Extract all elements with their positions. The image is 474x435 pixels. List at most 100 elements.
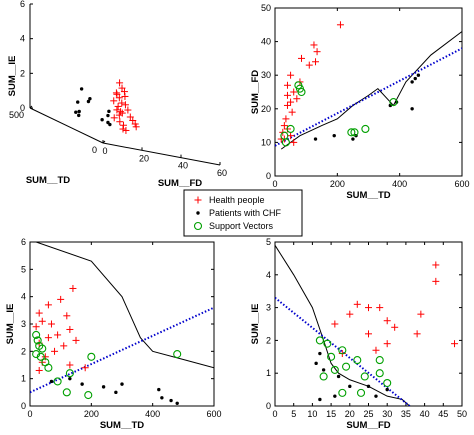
x-tick-label: 45 [438,409,448,419]
chf-point [157,387,161,392]
support-vector [32,330,41,339]
chf-point [77,109,81,114]
health-point [310,41,318,49]
x-tick-label: 20 [345,409,355,419]
plot-area [274,7,463,177]
health-point [372,346,380,354]
support-vector [356,388,366,397]
z-tick-label: 2 [20,68,25,78]
health-point [391,323,399,331]
x-tick-label: 0 [272,179,277,189]
legend-dot-marker [196,211,200,215]
plot-area [274,241,463,407]
support-vector [44,363,53,372]
health-point [293,95,301,103]
y-tick-label: 30 [261,70,271,80]
y-axis-label: SUM__IE [250,304,261,345]
z-tick-label: 6 [20,0,25,9]
health-point [432,261,440,269]
x-axis-label: SUM__TD [100,420,144,431]
chf-point [336,374,341,379]
health-point [118,109,126,117]
health-point [66,361,74,369]
health-point [336,21,344,29]
series-health-point [32,284,89,374]
support-vector [36,352,45,361]
x-tick-label: 40 [420,409,430,419]
health-point [44,334,52,342]
series-chf-point [314,351,389,402]
series-health-point [331,261,459,358]
support-vector [327,352,336,361]
panel-fd-vs-td: 0 200 400 600 0 10 20 30 40 50 SUM__TD SUM__FD [250,3,470,201]
chf-point [318,351,322,356]
health-point [47,320,55,328]
y-tick-label: 0 [102,146,107,156]
chf-point [80,382,84,386]
health-point [287,98,295,106]
y-tick-label: 2 [21,346,26,356]
health-point [331,320,339,328]
support-vector [361,124,370,134]
x-tick-label: 25 [363,409,373,419]
health-point [118,99,126,107]
y-tick-label: 3 [21,319,26,329]
health-point [114,102,122,110]
y-tick-label: 2 [266,335,271,345]
legend-entry-chf: Patients with CHF [196,208,282,218]
plot-content [275,21,462,150]
x-tick-label: 600 [206,409,221,419]
y-tick-label: 50 [261,3,271,13]
legend-entry-health: Health people [194,195,265,205]
support-vector [347,128,356,137]
health-point [51,347,59,355]
chf-point [366,384,371,389]
health-point [365,304,372,312]
health-point [451,340,459,348]
legend-label-sv: Support Vectors [209,221,274,231]
y-tick-label: 0 [21,401,26,411]
y-tick-label: 40 [261,37,271,47]
support-vector [319,372,328,381]
health-point [44,301,52,309]
health-point [132,123,140,131]
y-axis-label: SUM__FD [158,178,202,189]
support-vector [87,352,96,361]
health-point [305,61,313,69]
chf-point [348,384,352,389]
y-tick-label: 4 [266,270,271,280]
health-point [290,138,298,146]
chf-point [68,376,72,381]
x-tick-label: 0 [272,409,277,419]
health-point [383,340,391,348]
health-point [283,91,291,99]
y-tick-label: 20 [261,104,271,114]
x-tick-label: 400 [392,179,407,189]
support-vector [297,87,306,97]
series-support-vector [32,330,182,400]
chf-point [160,396,164,400]
chf-point [86,99,91,104]
legend-plus [194,196,202,204]
health-point [35,366,43,374]
y-tick-label: 10 [261,137,271,147]
linear-boundary-line [275,47,462,147]
health-point [383,317,391,325]
support-vector [330,365,339,374]
chf-point [385,387,389,392]
y-axis-label: SUM__FD [250,70,261,114]
plot-content [30,242,214,405]
health-point [297,54,305,62]
support-vector [375,356,384,365]
health-point [365,330,372,338]
health-point [119,125,127,133]
x-tick-label: 0 [27,409,32,419]
support-vector [389,98,398,107]
chf-point [314,361,318,366]
x-tick-label: 10 [307,409,317,419]
health-point [113,106,121,114]
x-axis-label: SUM__TD [26,175,70,186]
health-point [432,277,440,285]
health-point [282,115,290,123]
nonlinear-boundary-curve [275,245,410,406]
